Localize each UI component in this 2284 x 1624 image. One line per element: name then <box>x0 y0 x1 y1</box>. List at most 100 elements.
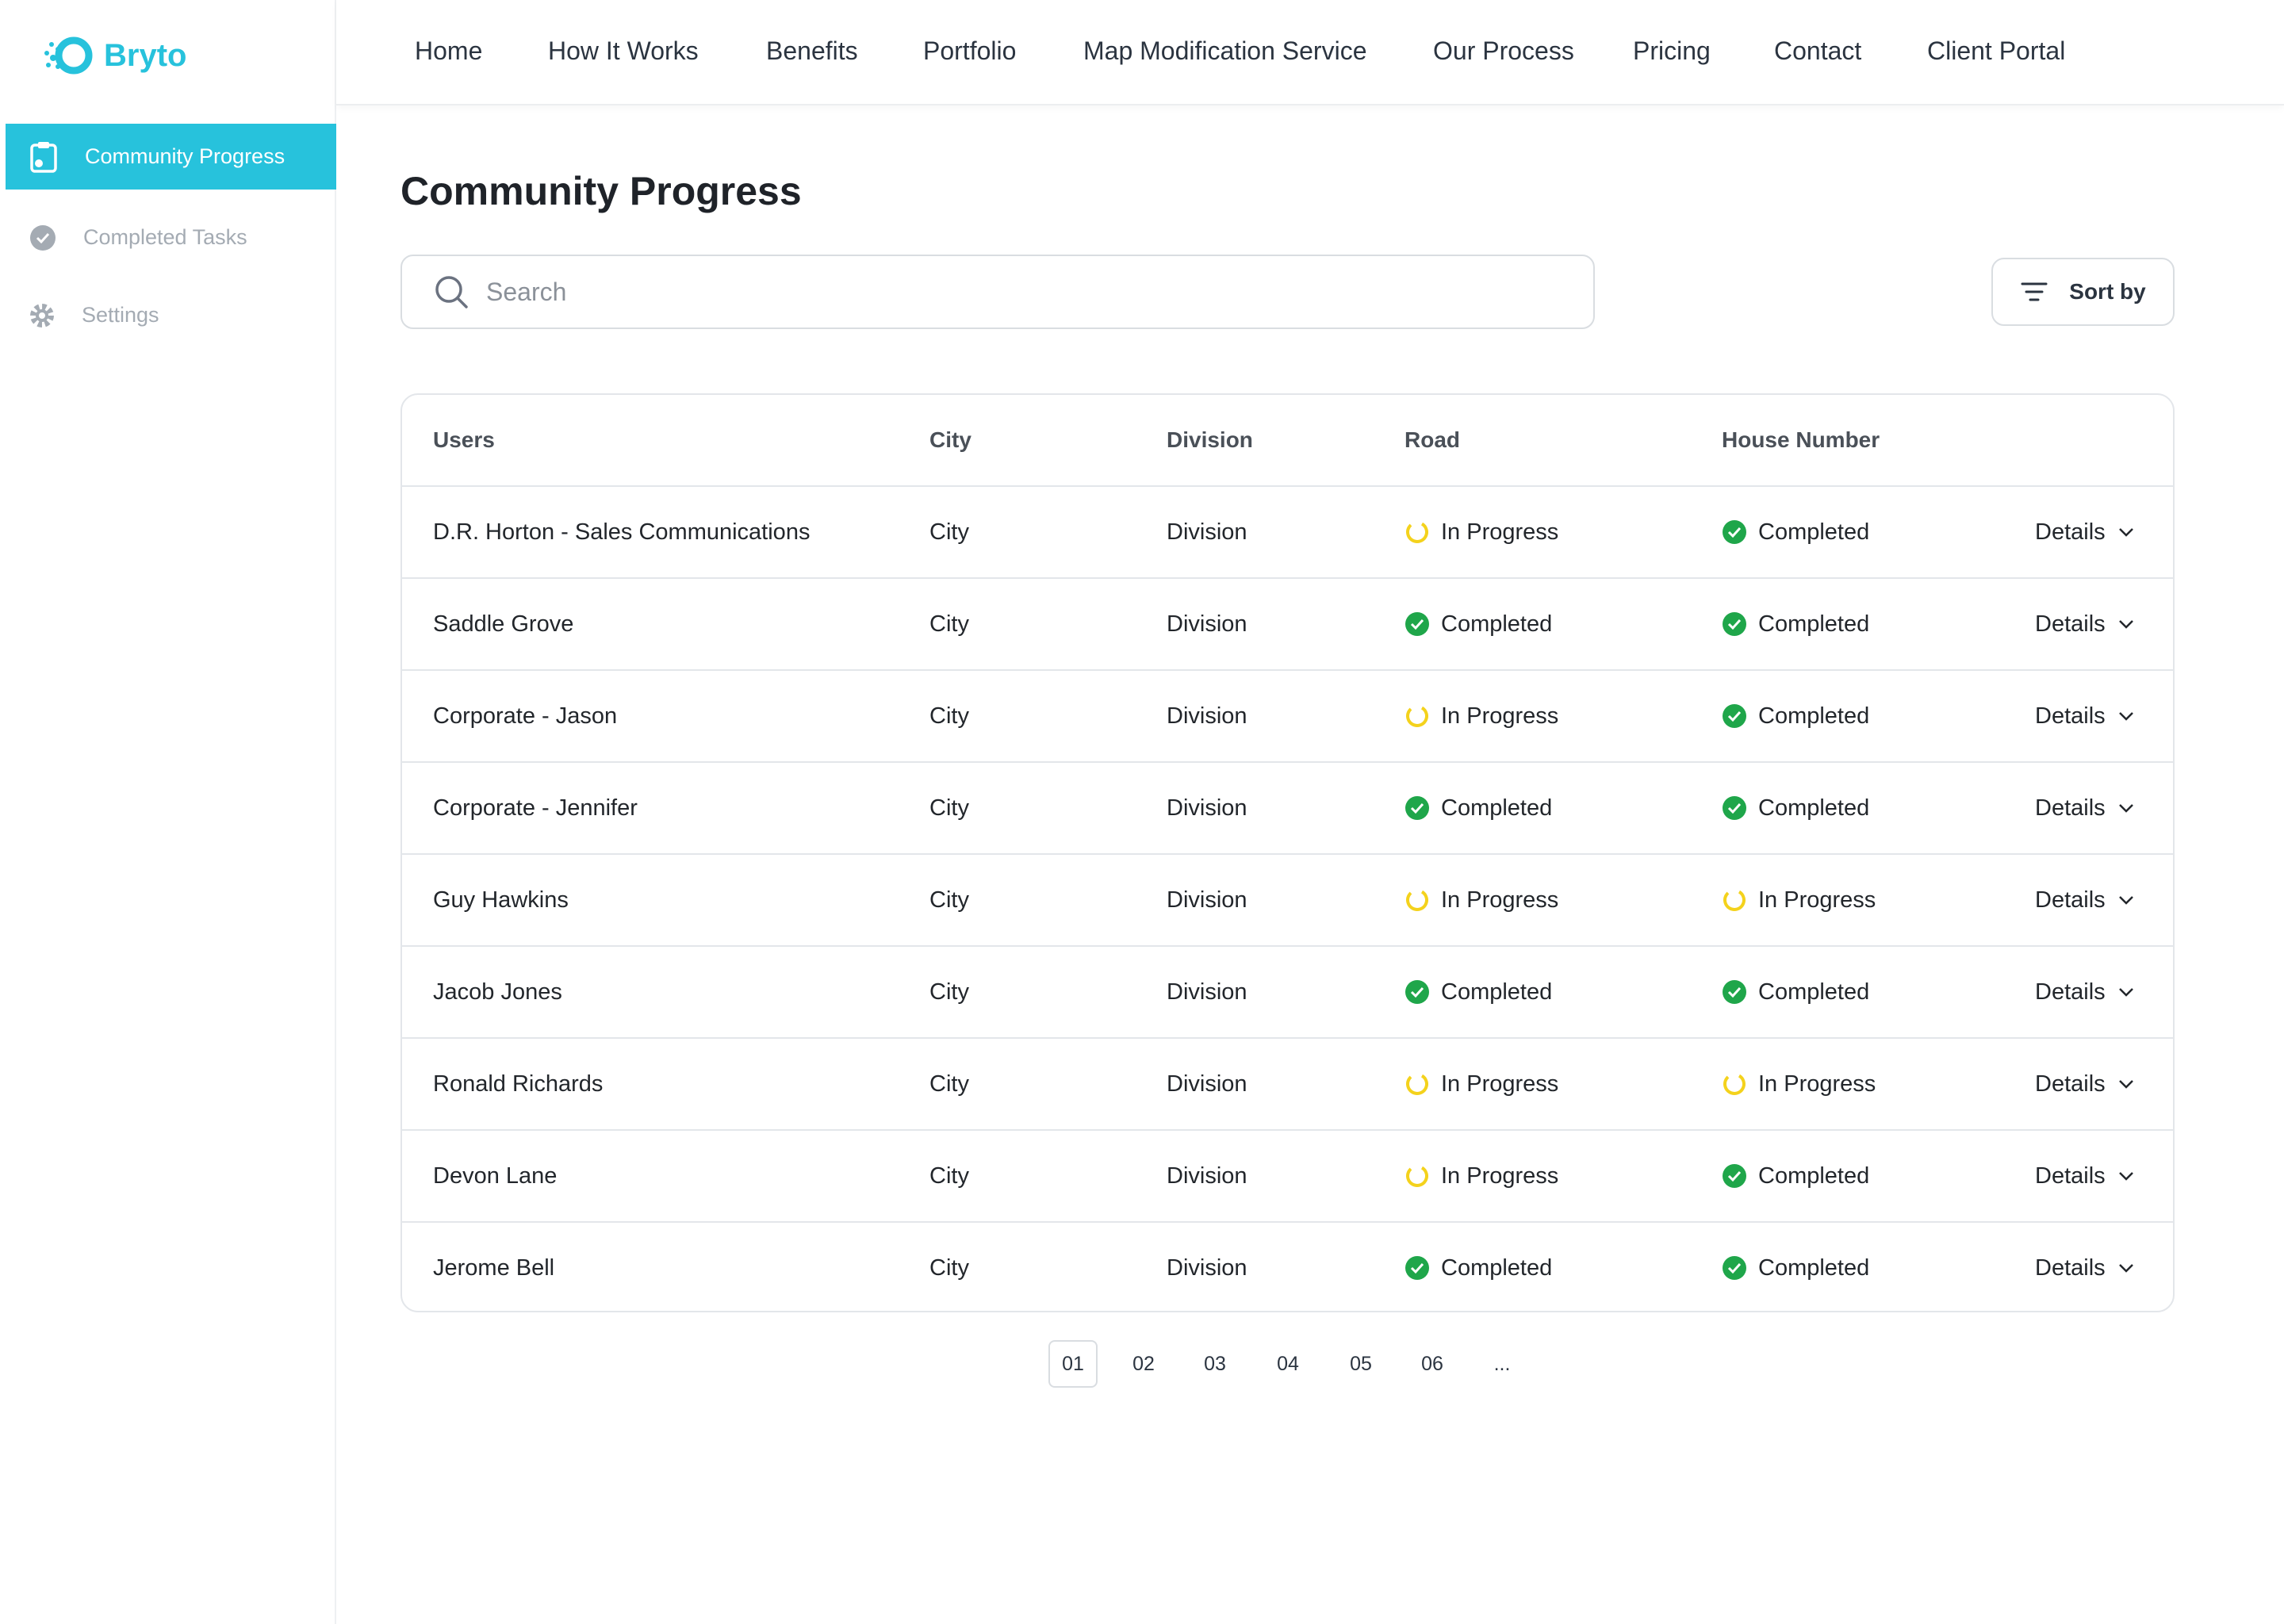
page-label: 02 <box>1132 1352 1155 1375</box>
page-button[interactable]: 03 <box>1190 1340 1240 1388</box>
nav-link[interactable]: Home <box>415 36 483 65</box>
cell-text: In Progress <box>1441 1071 1559 1097</box>
details-label: Details <box>2035 1162 2106 1189</box>
details-button[interactable]: Details <box>2035 487 2147 577</box>
table-cell: In Progress <box>1405 671 1558 761</box>
sort-icon <box>2021 282 2048 301</box>
details-button[interactable]: Details <box>2035 855 2147 945</box>
nav-link[interactable]: Client Portal <box>1927 36 2066 65</box>
table-cell: Completed <box>1722 1223 1869 1311</box>
table-row: Guy Hawkins City Division In Progress In Pro… <box>402 853 2173 945</box>
table-row: D.R. Horton - Sales Communications City Di… <box>402 485 2173 577</box>
page-label: 01 <box>1062 1352 1084 1375</box>
logo[interactable]: Bryto <box>40 32 186 79</box>
cell-text: Completed <box>1758 519 1870 545</box>
nav-link[interactable]: Map Modification Service <box>1083 36 1367 65</box>
details-button[interactable]: Details <box>2035 579 2147 669</box>
nav-link[interactable]: Our Process <box>1433 36 1574 65</box>
table-cell: City <box>929 1039 969 1129</box>
search-box[interactable]: Search <box>400 255 1595 329</box>
page-button[interactable]: 05 <box>1336 1340 1385 1388</box>
table-cell: Jacob Jones <box>433 947 562 1037</box>
page-button[interactable]: 06 <box>1408 1340 1457 1388</box>
table-cell: Division <box>1167 671 1247 761</box>
page-button[interactable]: 04 <box>1263 1340 1313 1388</box>
sidebar-icon <box>30 141 57 173</box>
cell-text: City <box>929 519 969 545</box>
table-cell: Division <box>1167 947 1247 1037</box>
cell-text: In Progress <box>1758 1071 1876 1097</box>
column-header: Road <box>1405 395 1460 485</box>
details-label: Details <box>2035 1254 2106 1281</box>
details-button[interactable]: Details <box>2035 671 2147 761</box>
sidebar-item[interactable]: Completed Tasks <box>6 205 336 270</box>
cell-text: D.R. Horton - Sales Communications <box>433 519 811 545</box>
table-row: Jacob Jones City Division Completed Complete… <box>402 945 2173 1037</box>
details-button[interactable]: Details <box>2035 763 2147 853</box>
brand: Bryto <box>104 37 187 73</box>
status-icon <box>1406 889 1428 911</box>
chevron <box>2118 804 2133 813</box>
table-cell: Division <box>1167 1131 1247 1221</box>
details-button[interactable]: Details <box>2035 1039 2147 1129</box>
chevron <box>2118 988 2133 997</box>
sidebar-item[interactable]: Settings <box>6 282 336 348</box>
status-icon <box>1406 705 1428 727</box>
page-title: Community Progress <box>400 169 802 213</box>
table-cell: Division <box>1167 763 1247 853</box>
table-cell: In Progress <box>1722 855 1876 945</box>
table-cell: Completed <box>1722 763 1869 853</box>
sidebar-icon <box>30 303 54 327</box>
nav-link[interactable]: Pricing <box>1633 36 1711 65</box>
cell-text: Completed <box>1441 611 1553 637</box>
status-icon <box>1405 612 1429 636</box>
nav-link[interactable]: Contact <box>1774 36 1862 65</box>
table-header: Users City Division Road House Number <box>402 395 2173 485</box>
nav-link[interactable]: How It Works <box>548 36 699 65</box>
details-label: Details <box>2035 887 2106 913</box>
table-row: Corporate - Jennifer City Division Complete… <box>402 761 2173 853</box>
details-label: Details <box>2035 795 2106 821</box>
page-button[interactable]: 01 <box>1048 1340 1098 1388</box>
cell-text: Completed <box>1758 979 1870 1005</box>
table-cell: In Progress <box>1405 487 1558 577</box>
chevron <box>2118 1080 2133 1089</box>
table-cell: City <box>929 1131 969 1221</box>
details-button[interactable]: Details <box>2035 1223 2147 1311</box>
details-button[interactable]: Details <box>2035 1131 2147 1221</box>
table: Users City Division Road House Number D.R. Ho… <box>400 393 2175 1312</box>
status-icon <box>1723 1164 1746 1188</box>
table-cell: Division <box>1167 855 1247 945</box>
header-text: House Number <box>1722 427 1880 452</box>
cell-text: In Progress <box>1441 519 1559 545</box>
table-cell: Completed <box>1405 763 1552 853</box>
table-cell: Division <box>1167 1223 1247 1311</box>
page-button[interactable]: 02 <box>1119 1340 1168 1388</box>
sort-button[interactable]: Sort by <box>1991 258 2175 326</box>
status-icon <box>1723 796 1746 820</box>
cell-text: Completed <box>1441 979 1553 1005</box>
details-label: Details <box>2035 1071 2106 1097</box>
details-label: Details <box>2035 703 2106 729</box>
sidebar-item[interactable]: Community Progress <box>6 124 336 190</box>
nav-link[interactable]: Portfolio <box>923 36 1017 65</box>
details-label: Details <box>2035 979 2106 1005</box>
cell-text: City <box>929 887 969 913</box>
sidebar-icon <box>30 224 56 251</box>
column-header: City <box>929 395 971 485</box>
chevron <box>2118 712 2133 721</box>
table-cell: Saddle Grove <box>433 579 573 669</box>
details-button[interactable]: Details <box>2035 947 2147 1037</box>
sidebar-label: Community Progress <box>85 144 286 168</box>
table-row: Corporate - Jason City Division In Progress… <box>402 669 2173 761</box>
cell-text: Completed <box>1758 795 1870 821</box>
table-cell: Completed <box>1722 579 1869 669</box>
page-button[interactable]: ... <box>1477 1340 1527 1388</box>
table-cell: Completed <box>1722 947 1869 1037</box>
chevron <box>2118 528 2133 537</box>
nav-link[interactable]: Benefits <box>766 36 858 65</box>
page-label: 04 <box>1277 1352 1299 1375</box>
table-cell: City <box>929 855 969 945</box>
table-cell: Guy Hawkins <box>433 855 569 945</box>
cell-text: Guy Hawkins <box>433 887 569 913</box>
